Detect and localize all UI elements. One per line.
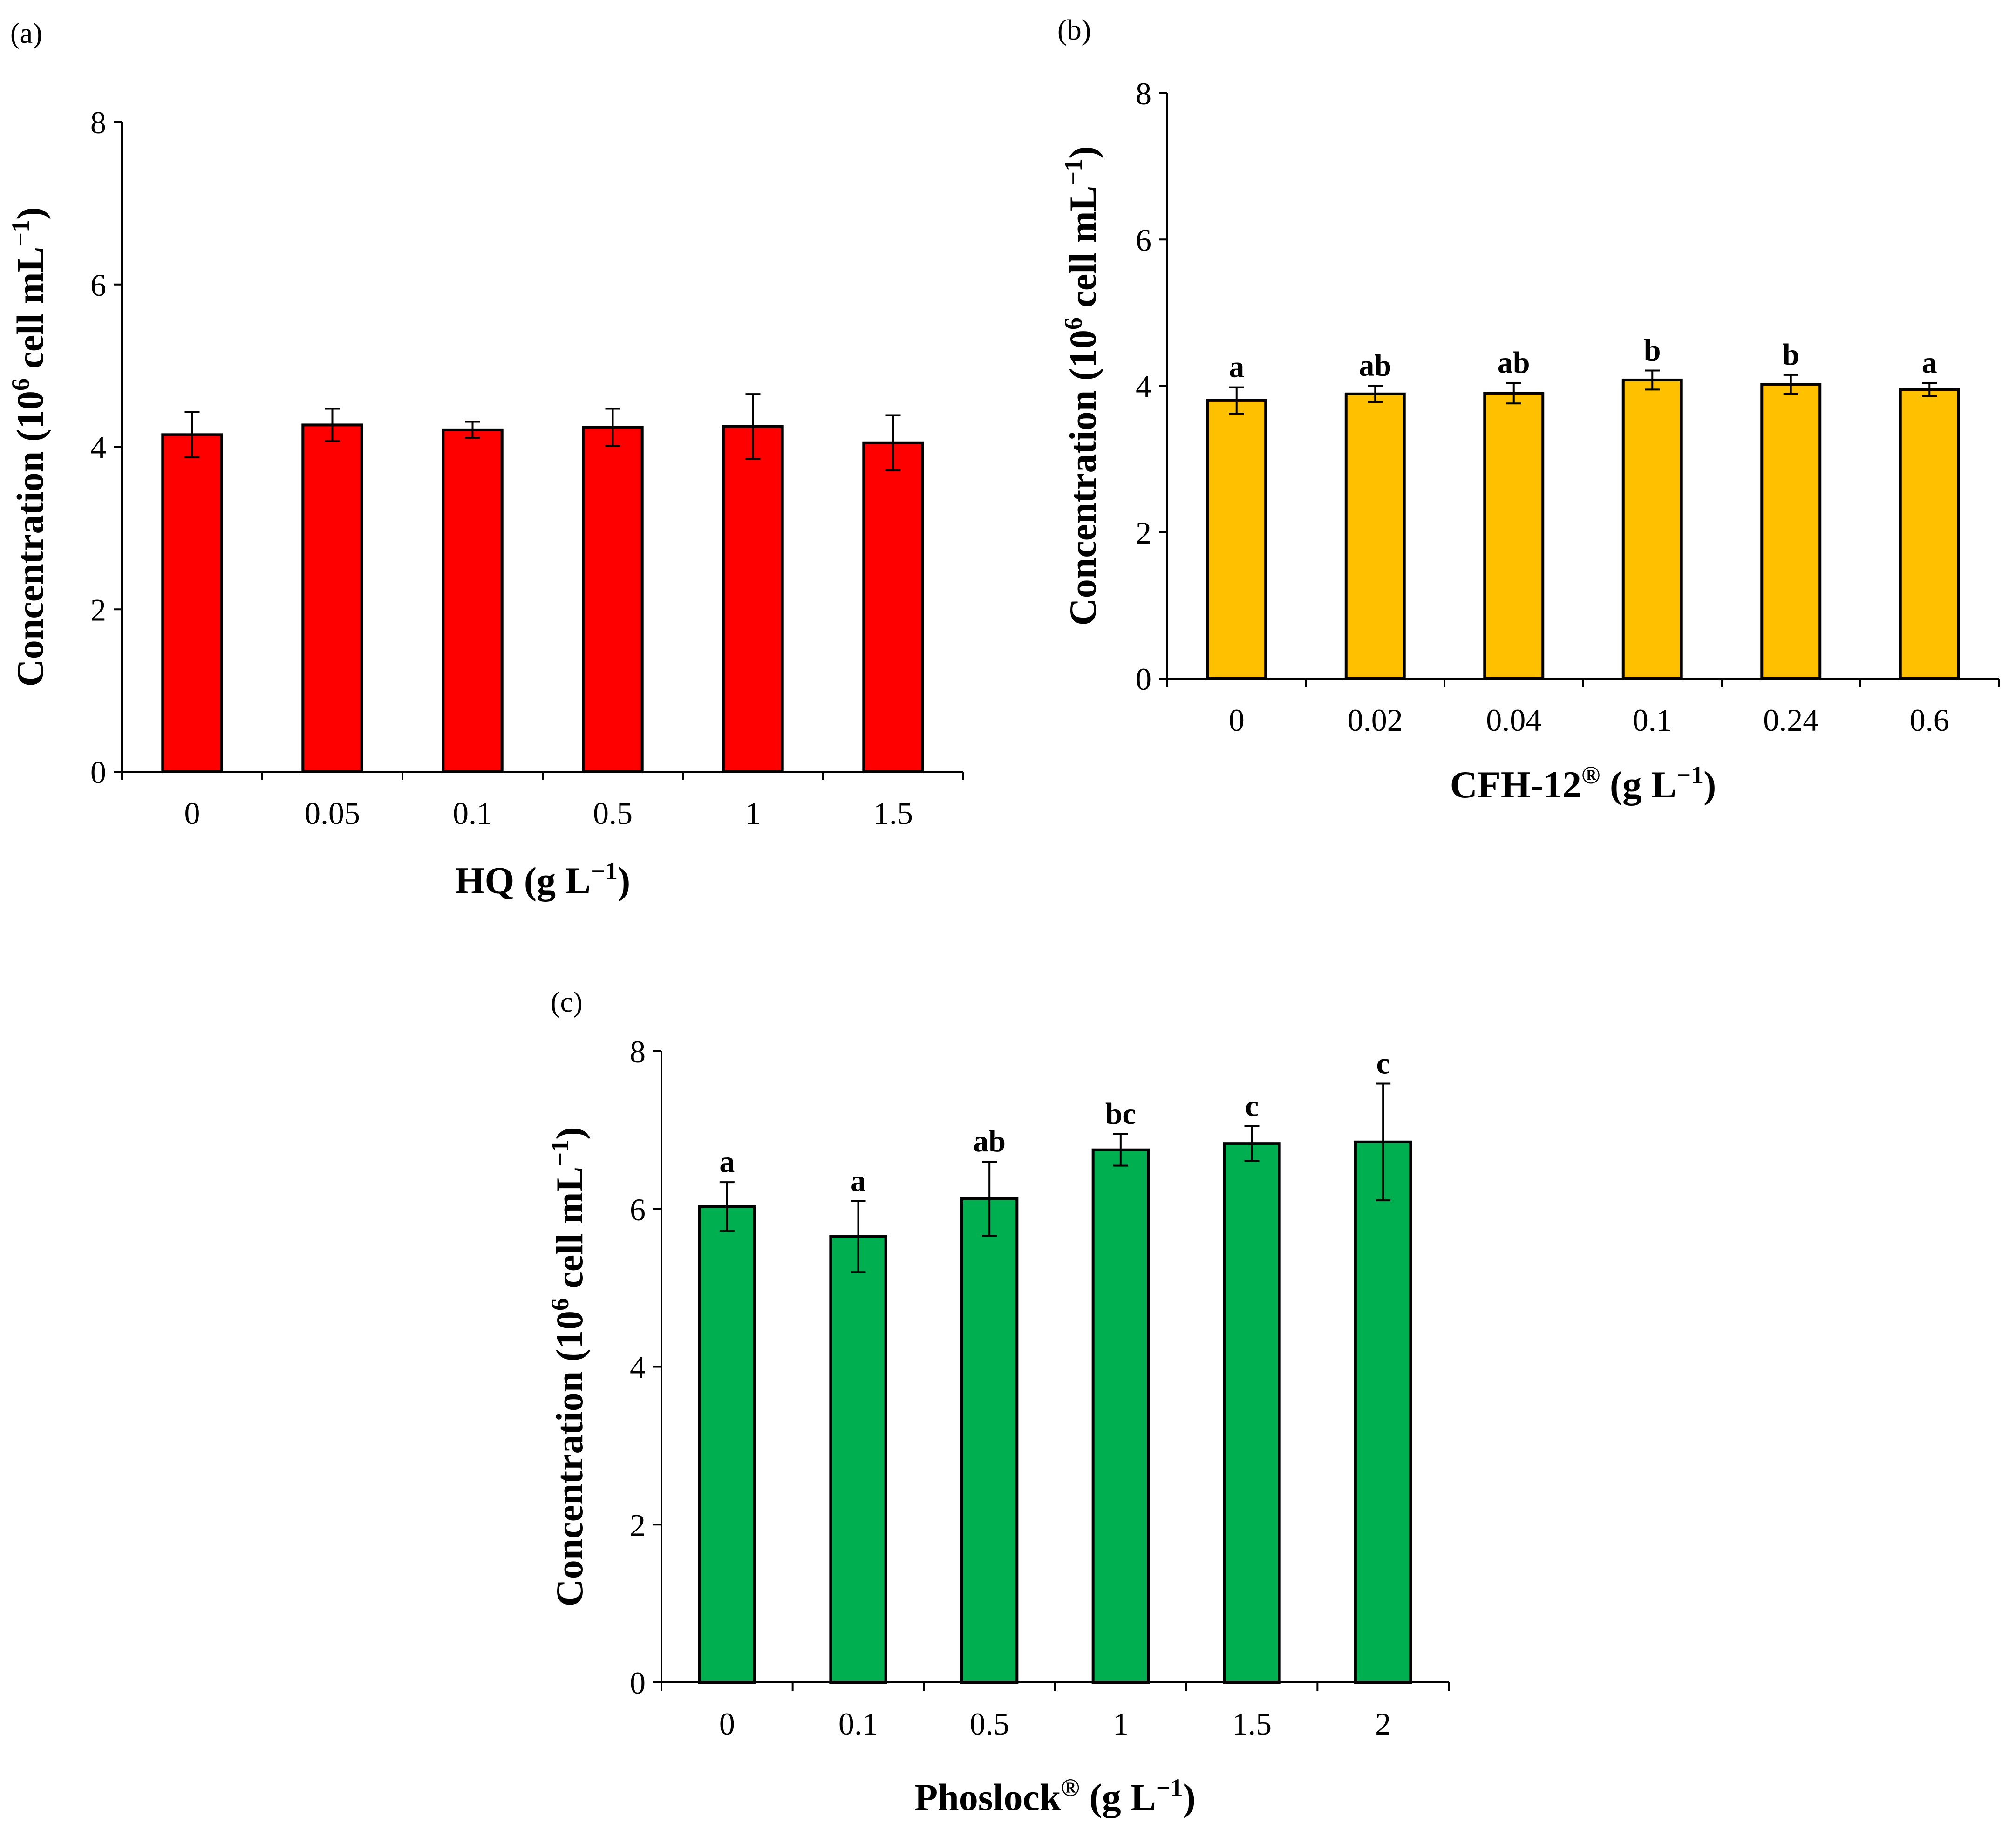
x-tick-label: 1 (745, 796, 761, 831)
x-tick-label: 1 (1113, 1706, 1129, 1742)
x-tick-label: 1.5 (1232, 1706, 1272, 1742)
y-tick-label: 4 (90, 430, 106, 465)
y-tick-label: 2 (1136, 515, 1151, 551)
significance-label: bc (1105, 1097, 1136, 1131)
significance-label: ab (1498, 346, 1530, 380)
y-tick-label: 8 (630, 1034, 646, 1069)
x-tick-label: 0.1 (1633, 702, 1672, 738)
significance-label: a (1229, 350, 1244, 384)
bar (1206, 399, 1267, 680)
bar (1621, 378, 1683, 680)
y-tick-label: 6 (90, 267, 106, 303)
chart-panel-b: (b) 0 2 4 6 8 a 0 ab 0.02 ab 0.04 b 0.1 b 0.24 a 0.6 CFH-1… (1057, 14, 2000, 806)
x-tick-label: 0 (184, 796, 200, 831)
bar (722, 425, 784, 773)
y-tick-label: 0 (90, 755, 106, 790)
panel-label: (c) (551, 986, 583, 1018)
x-axis-title: Phoslock® (g L−1) (914, 1774, 1196, 1818)
bar (582, 426, 644, 773)
x-tick-label: 0.1 (453, 796, 492, 831)
significance-label: b (1644, 333, 1661, 367)
x-tick-label: 0.24 (1763, 702, 1818, 738)
bar (1483, 392, 1545, 680)
y-axis-title: Concentration (106 cell mL−1) (546, 1127, 591, 1607)
significance-label: a (1922, 346, 1937, 380)
bar (829, 1235, 887, 1684)
y-tick-label: 2 (90, 592, 106, 627)
x-tick-label: 0.5 (970, 1706, 1009, 1742)
x-axis-title: HQ (g L−1) (455, 857, 631, 902)
bar (1760, 383, 1822, 680)
panel-label: (a) (10, 18, 42, 49)
chart-panel-c: (c) 0 2 4 6 8 a 0 a 0.1 ab 0.5 bc 1 c 1.5 c 2 Phoslock® (g… (546, 986, 1450, 1818)
significance-label: a (851, 1164, 866, 1198)
x-axis-title: CFH-12® (g L−1) (1450, 761, 1716, 806)
x-tick-label: 0.6 (1910, 702, 1949, 738)
y-tick-label: 4 (630, 1350, 646, 1385)
x-tick-label: 0.5 (593, 796, 633, 831)
y-tick-label: 6 (1136, 222, 1151, 258)
bar (960, 1197, 1019, 1684)
x-tick-label: 1.5 (873, 796, 913, 831)
bar (1091, 1148, 1150, 1684)
bar (1344, 392, 1406, 680)
y-tick-label: 4 (1136, 369, 1151, 404)
significance-label: ab (1359, 349, 1391, 383)
chart-panel-a: (a) 0 2 4 6 8 0 0.05 0.1 0.5 1 1.5 HQ (g L−1) Concent… (7, 18, 964, 902)
y-tick-label: 8 (90, 105, 106, 140)
bar (161, 433, 223, 773)
bar (862, 441, 924, 773)
significance-label: ab (973, 1124, 1006, 1158)
y-axis-title: Concentration (106 cell mL−1) (1059, 146, 1104, 626)
x-tick-label: 0.05 (305, 796, 360, 831)
y-tick-label: 0 (630, 1665, 646, 1701)
significance-label: b (1782, 338, 1799, 372)
bar (1354, 1140, 1412, 1684)
x-tick-label: 0 (719, 1706, 735, 1742)
bar (1899, 388, 1960, 680)
y-tick-label: 8 (1136, 76, 1151, 111)
y-tick-label: 2 (630, 1507, 646, 1543)
significance-label: a (719, 1145, 735, 1179)
significance-label: c (1376, 1046, 1390, 1080)
bar (301, 423, 363, 773)
x-tick-label: 0.04 (1486, 702, 1541, 738)
bar (698, 1205, 756, 1684)
bar (1223, 1142, 1281, 1684)
x-tick-label: 0.02 (1348, 702, 1403, 738)
x-tick-label: 0 (1229, 702, 1245, 738)
significance-label: c (1245, 1089, 1259, 1123)
x-tick-label: 2 (1375, 1706, 1391, 1742)
panel-label: (b) (1057, 14, 1091, 46)
bar (442, 428, 504, 773)
y-tick-label: 0 (1136, 661, 1151, 697)
y-axis-title: Concentration (106 cell mL−1) (7, 207, 51, 687)
y-tick-label: 6 (630, 1192, 646, 1227)
x-tick-label: 0.1 (838, 1706, 878, 1742)
